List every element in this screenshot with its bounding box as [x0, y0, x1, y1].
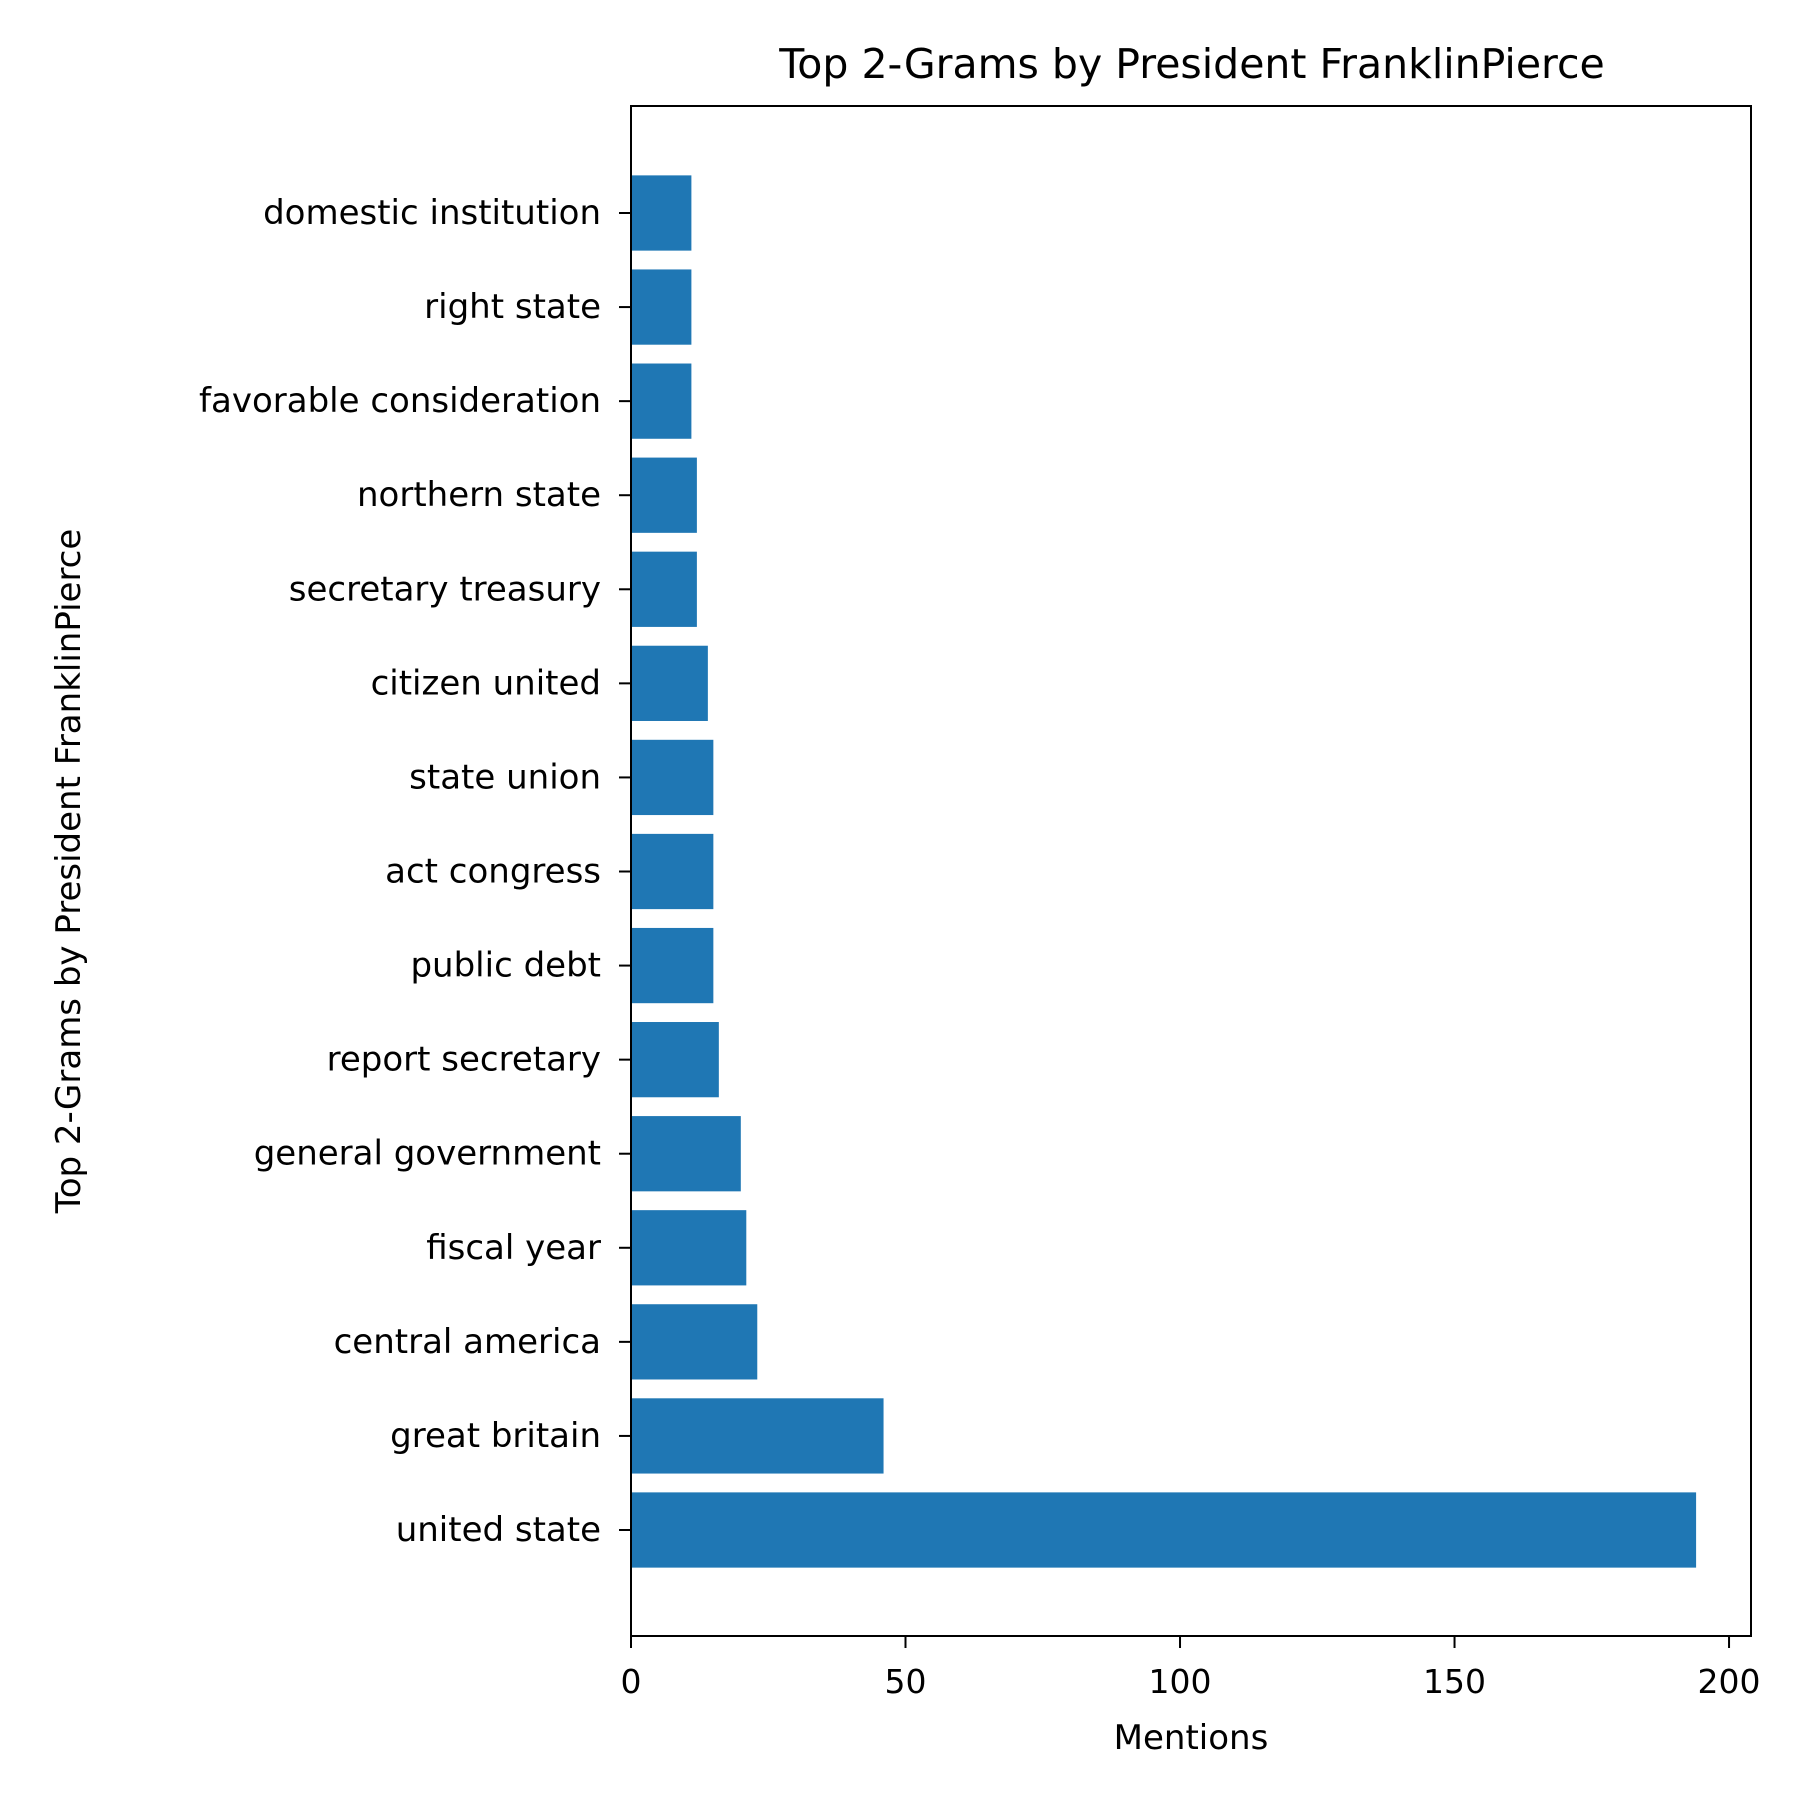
bar [631, 1022, 719, 1098]
y-tick-label: domestic institution [263, 193, 601, 233]
bar [631, 927, 714, 1004]
bars-group [631, 175, 1697, 1568]
y-axis-title: Top 2-Grams by President FranklinPierce [49, 529, 89, 1215]
bar [631, 1398, 884, 1474]
x-tick-label: 50 [885, 1662, 927, 1701]
y-tick-label: northern state [357, 475, 601, 515]
bar [631, 645, 708, 721]
x-axis-ticks: 0 50 100 150 200 [621, 1636, 1761, 1701]
x-tick-label: 100 [1149, 1662, 1212, 1701]
bar [631, 739, 714, 816]
y-tick-label: act congress [385, 852, 601, 892]
bar [631, 175, 692, 251]
chart-title: Top 2-Grams by President FranklinPierce [778, 40, 1605, 88]
bar [631, 1116, 741, 1192]
x-tick-label: 150 [1423, 1662, 1486, 1701]
bar [631, 363, 692, 439]
bar [631, 269, 692, 345]
y-tick-label: fiscal year [426, 1228, 601, 1268]
plot-frame [630, 105, 1752, 1637]
y-tick-label: report secretary [327, 1040, 601, 1080]
y-tick-label: secretary treasury [289, 569, 601, 609]
bar [631, 457, 697, 533]
y-axis-ticks: united state great britain central america… [199, 193, 631, 1550]
y-tick-label: united state [396, 1510, 601, 1550]
y-tick-label: public debt [410, 946, 601, 986]
y-tick-label: citizen united [371, 663, 601, 703]
bar [631, 1210, 747, 1286]
y-tick-label: central america [334, 1322, 601, 1362]
bar [631, 833, 714, 910]
y-tick-label: great britain [390, 1416, 601, 1456]
x-tick-label: 0 [621, 1662, 642, 1701]
x-axis-title: Mentions [1114, 1718, 1269, 1758]
bar [631, 1304, 758, 1380]
y-tick-label: favorable consideration [199, 381, 601, 421]
y-tick-label: state union [409, 757, 601, 797]
y-tick-label: right state [424, 287, 601, 327]
bar [631, 1492, 1697, 1568]
x-tick-label: 200 [1698, 1662, 1761, 1701]
bar [631, 551, 697, 627]
y-tick-label: general government [254, 1134, 601, 1174]
